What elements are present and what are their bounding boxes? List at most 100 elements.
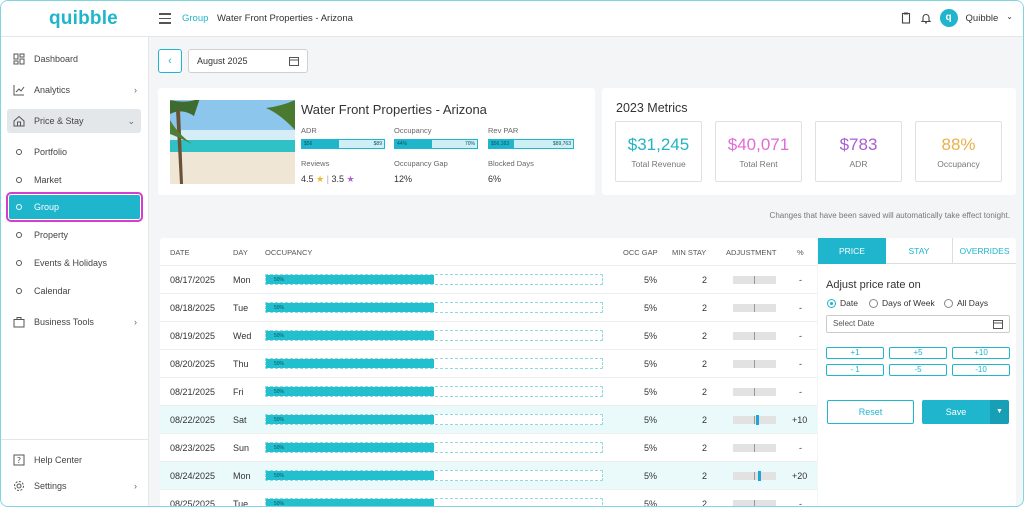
save-notice: Changes that have been saved will automa… xyxy=(769,211,1010,220)
sidebar-item-label: Group xyxy=(34,202,60,212)
save-dropdown-icon[interactable]: ▼ xyxy=(990,400,1009,424)
metric-label: Total Revenue xyxy=(631,159,686,169)
cell-min-stay: 2 xyxy=(702,443,708,453)
clipboard-icon[interactable] xyxy=(900,12,912,24)
user-name[interactable]: Quibble xyxy=(965,12,999,24)
adjustment-slider[interactable] xyxy=(733,276,776,284)
adjustment-marker[interactable] xyxy=(756,415,759,425)
cell-min-stay: 2 xyxy=(702,303,708,313)
radio-unchecked-icon[interactable] xyxy=(869,298,878,308)
cell-percent: +20 xyxy=(792,471,808,481)
adjustment-marker[interactable] xyxy=(758,471,761,481)
radio-date[interactable]: Date xyxy=(827,298,858,308)
select-date-input[interactable]: Select Date xyxy=(826,315,1010,333)
sidebar-item-property[interactable]: Property xyxy=(1,223,149,247)
radio-days-of-week[interactable]: Days of Week xyxy=(869,298,935,308)
month-picker[interactable]: August 2025 xyxy=(188,49,308,73)
menu-toggle-icon[interactable] xyxy=(159,13,171,24)
table-row[interactable]: 08/23/2025 Sun 50% 5% 2 - xyxy=(160,433,817,461)
step-minus-1-button[interactable]: - 1 xyxy=(826,364,884,376)
table-row[interactable]: 08/19/2025 Wed 50% 5% 2 - xyxy=(160,321,817,349)
tab-price[interactable]: PRICE xyxy=(818,238,886,264)
radio-unchecked-icon[interactable] xyxy=(944,298,953,308)
star-icon: ★ xyxy=(346,174,355,184)
chevron-down-icon[interactable]: ⌄ xyxy=(1006,11,1013,21)
sidebar-item-settings[interactable]: Settings › xyxy=(1,474,149,498)
occupancy-min: 44% xyxy=(397,141,408,147)
cell-occ-gap: 5% xyxy=(644,471,658,481)
sidebar-item-analytics[interactable]: Analytics › xyxy=(1,78,149,102)
save-button[interactable]: Save xyxy=(922,400,990,424)
step-minus-10-button[interactable]: -10 xyxy=(952,364,1010,376)
adjustment-slider[interactable] xyxy=(733,332,776,340)
bell-icon[interactable] xyxy=(920,12,932,24)
tab-overrides[interactable]: OVERRIDES xyxy=(952,238,1016,264)
occupancy-bar: 50% xyxy=(265,330,603,341)
adjustment-slider[interactable] xyxy=(733,388,776,396)
sidebar-item-label: Portfolio xyxy=(34,147,68,157)
table-row[interactable]: 08/20/2025 Thu 50% 5% 2 - xyxy=(160,349,817,377)
avatar[interactable]: q xyxy=(939,9,958,27)
property-title: Water Front Properties - Arizona xyxy=(301,102,487,117)
adjustment-slider[interactable] xyxy=(733,415,776,425)
occupancy-range-bar: 44% 70% xyxy=(394,139,478,149)
sidebar-item-label: Dashboard xyxy=(34,54,79,64)
radio-label: All Days xyxy=(957,298,989,308)
cell-percent: - xyxy=(799,443,802,453)
step-plus-1-button[interactable]: +1 xyxy=(826,347,884,359)
sidebar-item-events-holidays[interactable]: Events & Holidays xyxy=(1,251,149,275)
step-plus-5-button[interactable]: +5 xyxy=(889,347,947,359)
adjustment-slider[interactable] xyxy=(733,304,776,312)
sidebar-item-dashboard[interactable]: Dashboard xyxy=(1,47,149,71)
column-header-occ-gap[interactable]: OCC GAP xyxy=(623,248,658,257)
column-header-adjustment[interactable]: ADJUSTMENT xyxy=(726,248,777,257)
sidebar-item-label: Settings xyxy=(34,481,67,491)
sidebar-item-calendar[interactable]: Calendar xyxy=(1,279,149,303)
metric-adr: $783 ADR xyxy=(815,121,902,182)
metric-occupancy: 88% Occupancy xyxy=(915,121,1002,182)
table-row[interactable]: 08/22/2025 Sat 50% 5% 2 +10 xyxy=(160,405,817,433)
table-row[interactable]: 08/21/2025 Fri 50% 5% 2 - xyxy=(160,377,817,405)
metric-label: Occupancy xyxy=(937,159,980,169)
calendar-icon[interactable] xyxy=(993,319,1003,329)
radio-all-days[interactable]: All Days xyxy=(944,298,988,308)
sidebar-item-price-stay[interactable]: Price & Stay ⌄ xyxy=(7,109,141,133)
property-photo xyxy=(170,100,295,184)
table-row[interactable]: 08/18/2025 Tue 50% 5% 2 - xyxy=(160,293,817,321)
cell-day: Sun xyxy=(233,443,250,453)
step-plus-10-button[interactable]: +10 xyxy=(952,347,1010,359)
column-header-min-stay[interactable]: MIN STAY xyxy=(672,248,707,257)
review-separator: | xyxy=(326,174,329,184)
price-stay-icon xyxy=(13,115,25,127)
column-header-occupancy[interactable]: OCCUPANCY xyxy=(265,248,313,257)
breadcrumb-root-link[interactable]: Group xyxy=(182,13,209,24)
revpar-range-bar: $56,163 $89,763 xyxy=(488,139,574,149)
adjustment-slider[interactable] xyxy=(733,471,776,481)
sidebar-item-label: Price & Stay xyxy=(34,116,84,126)
column-header-percent[interactable]: % xyxy=(797,248,804,257)
sidebar-item-business-tools[interactable]: Business Tools › xyxy=(1,310,149,334)
sidebar-item-market[interactable]: Market xyxy=(1,168,149,192)
step-minus-5-button[interactable]: -5 xyxy=(889,364,947,376)
table-row[interactable]: 08/24/2025 Mon 50% 5% 2 +20 xyxy=(160,461,817,489)
sidebar-item-group[interactable]: Group xyxy=(6,192,143,222)
star-icon: ★ xyxy=(316,174,325,184)
cell-day: Tue xyxy=(233,303,249,313)
column-header-date[interactable]: DATE xyxy=(170,248,190,257)
table-row[interactable]: 08/25/2025 Tue 50% 5% 2 - xyxy=(160,489,817,506)
reset-button[interactable]: Reset xyxy=(827,400,914,424)
cell-day: Thu xyxy=(233,359,249,369)
tab-stay[interactable]: STAY xyxy=(908,246,930,256)
adjustment-slider[interactable] xyxy=(733,444,776,452)
occupancy-bar: 50% xyxy=(265,358,603,369)
sidebar-item-help-center[interactable]: ? Help Center xyxy=(1,448,149,472)
table-row[interactable]: 08/17/2025 Mon 50% 5% 2 - xyxy=(160,265,817,293)
metrics-card: 2023 Metrics $31,245 Total Revenue $40,0… xyxy=(602,88,1016,195)
sidebar-item-portfolio[interactable]: Portfolio xyxy=(1,140,149,164)
adjustment-slider[interactable] xyxy=(733,360,776,368)
adr-label: ADR xyxy=(301,126,317,135)
column-header-day[interactable]: DAY xyxy=(233,248,248,257)
back-button[interactable]: ‹ xyxy=(158,49,182,73)
adjustment-slider[interactable] xyxy=(733,500,776,506)
radio-checked-icon[interactable] xyxy=(827,298,836,308)
